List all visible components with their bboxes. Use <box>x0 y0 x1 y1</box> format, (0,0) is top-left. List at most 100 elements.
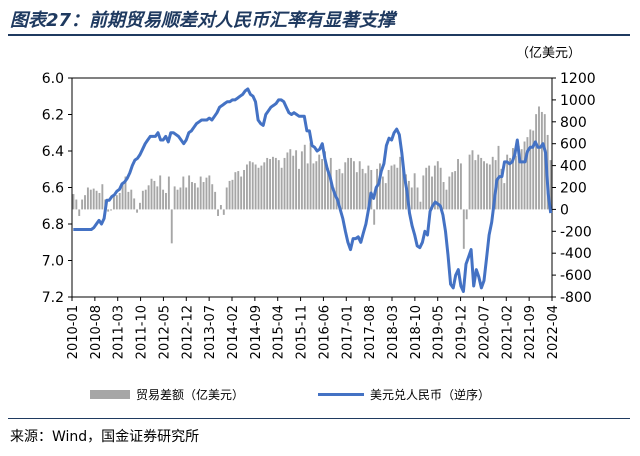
bar <box>517 145 520 210</box>
bar <box>298 168 300 210</box>
bar <box>170 209 173 244</box>
bar <box>112 194 115 210</box>
bar <box>274 157 277 210</box>
left-tick-label: 6.2 <box>42 108 64 124</box>
bar <box>321 159 324 210</box>
bar <box>147 185 150 210</box>
bar <box>402 166 405 210</box>
bar <box>292 155 295 210</box>
bar <box>176 189 179 210</box>
x-tick-label: 2013-07 <box>203 305 218 359</box>
bar <box>159 175 162 210</box>
chart-title: 图表27：前期贸易顺差对人民币汇率有显著支撑 <box>10 10 396 31</box>
x-tick-label: 2011-03 <box>112 305 127 359</box>
bar <box>442 182 445 210</box>
bar <box>358 161 361 210</box>
bar <box>439 167 442 210</box>
right-tick-label: 400 <box>560 159 587 175</box>
bar <box>289 149 292 210</box>
bottom-divider <box>8 418 630 419</box>
right-tick-label: 1000 <box>560 93 596 109</box>
bar <box>315 161 318 210</box>
bar <box>379 163 381 210</box>
bar <box>92 188 95 210</box>
bar <box>121 183 124 210</box>
left-tick-label: 6.6 <box>42 181 64 197</box>
bar <box>471 150 474 210</box>
bar <box>196 187 199 210</box>
bar <box>222 209 225 215</box>
x-tick-label: 2015-11 <box>295 305 310 359</box>
bar <box>509 157 512 210</box>
bar <box>263 162 266 210</box>
x-tick-label: 2015-04 <box>272 305 287 359</box>
x-tick-label: 2011-10 <box>135 305 150 359</box>
x-tick-label: 2018-03 <box>386 305 401 359</box>
bar <box>219 205 222 210</box>
bar <box>165 192 167 210</box>
bar <box>266 157 269 210</box>
bar <box>396 167 399 210</box>
left-tick-label: 7.2 <box>42 290 64 306</box>
bar <box>231 179 234 210</box>
bar <box>367 165 370 210</box>
bar <box>549 160 552 210</box>
x-tick-label: 2019-05 <box>432 305 447 359</box>
bar <box>335 169 338 210</box>
bar <box>355 172 358 210</box>
legend-bar-swatch <box>90 390 130 399</box>
bar <box>384 183 387 210</box>
bar <box>101 184 104 210</box>
left-tick-label: 7.0 <box>42 254 64 270</box>
bar <box>199 176 202 210</box>
bar <box>272 156 274 210</box>
bar <box>191 182 193 210</box>
bar <box>526 137 529 210</box>
bar <box>477 154 480 210</box>
bar <box>254 164 257 210</box>
bar <box>260 165 263 210</box>
bar <box>86 187 89 210</box>
bar <box>474 160 477 210</box>
bar <box>483 161 485 210</box>
bar <box>364 173 367 210</box>
right-tick-label: -400 <box>560 246 592 262</box>
bar <box>468 154 471 210</box>
bar <box>153 180 156 210</box>
bar <box>416 187 419 210</box>
bar <box>283 157 286 210</box>
bar <box>234 172 237 210</box>
bar <box>326 167 329 210</box>
bar <box>324 151 326 210</box>
right-axis-unit: （亿美元） <box>516 46 582 61</box>
bar <box>107 209 110 212</box>
left-tick-label: 6.4 <box>42 144 64 160</box>
bar <box>75 199 78 210</box>
x-tick-label: 2018-10 <box>409 305 424 359</box>
x-tick-label: 2012-05 <box>157 305 172 359</box>
bar <box>520 149 523 210</box>
right-tick-label: -600 <box>560 268 592 284</box>
legend-line: 美元兑人民币（逆序） <box>318 386 490 403</box>
bar <box>436 161 439 210</box>
x-tick-label: 2016-06 <box>317 305 332 359</box>
bar <box>338 168 341 210</box>
bar <box>341 173 344 210</box>
bar <box>217 209 219 216</box>
bar <box>118 192 121 210</box>
right-tick-label: 600 <box>560 137 587 153</box>
right-tick-label: 0 <box>560 202 569 218</box>
bar <box>141 190 144 210</box>
bar <box>352 161 355 210</box>
bar <box>512 148 514 210</box>
bar <box>240 176 243 210</box>
bar <box>179 187 182 210</box>
x-tick-label: 2022-04 <box>546 305 561 359</box>
legend-bar: 贸易差额（亿美元） <box>90 386 244 403</box>
bar <box>373 209 376 225</box>
exchange-rate-line <box>73 87 553 293</box>
bar <box>81 199 84 210</box>
bar <box>361 168 364 210</box>
bar <box>451 172 454 210</box>
